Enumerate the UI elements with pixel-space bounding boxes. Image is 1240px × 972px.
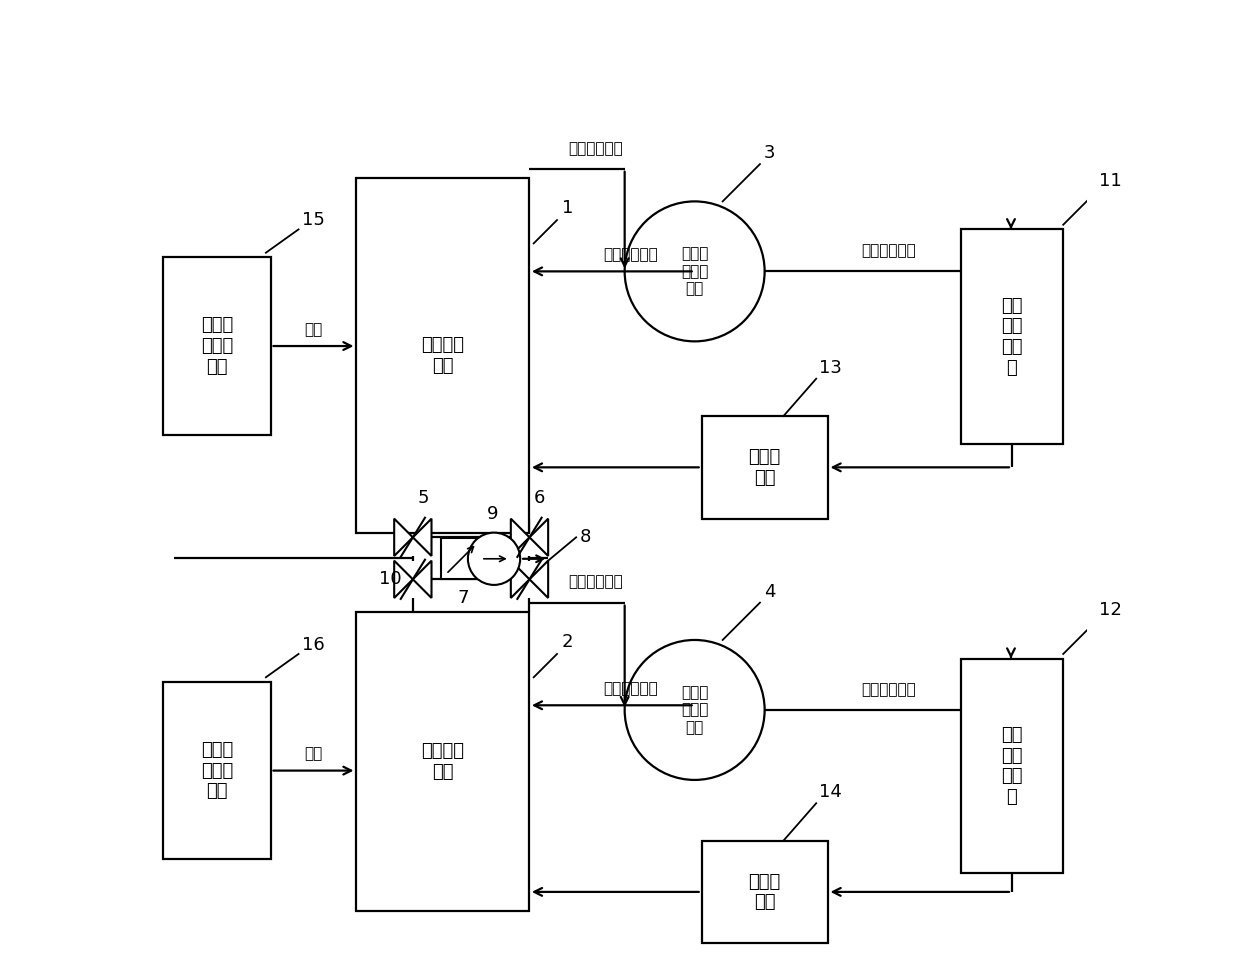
Text: 第二冷
却器: 第二冷 却器	[749, 873, 781, 912]
Text: 14: 14	[818, 783, 842, 801]
Text: 10: 10	[379, 571, 402, 588]
Polygon shape	[413, 519, 432, 556]
Bar	[702, 416, 827, 519]
Text: 第二回油管路: 第二回油管路	[861, 682, 915, 697]
Circle shape	[625, 640, 765, 780]
Bar	[164, 258, 270, 434]
Bar	[356, 178, 529, 533]
Text: 第一
流量
调节
器: 第一 流量 调节 器	[1001, 296, 1023, 377]
Text: 第一进油管路: 第一进油管路	[568, 141, 622, 156]
Polygon shape	[511, 561, 529, 598]
Text: 13: 13	[818, 359, 842, 377]
Text: 第一冷
却器: 第一冷 却器	[749, 448, 781, 487]
Text: 11: 11	[1099, 172, 1121, 191]
Text: 4: 4	[764, 583, 775, 601]
Text: 第一溢流管路: 第一溢流管路	[603, 247, 658, 262]
Text: 第二氮
气加压
装置: 第二氮 气加压 装置	[201, 741, 233, 800]
Text: 6: 6	[534, 490, 546, 507]
Text: 8: 8	[580, 529, 591, 546]
Text: 第二工作
油罐: 第二工作 油罐	[422, 742, 464, 781]
Text: 第一回油管路: 第一回油管路	[861, 243, 915, 259]
Polygon shape	[413, 561, 432, 598]
Circle shape	[467, 533, 520, 585]
Text: 15: 15	[303, 211, 325, 229]
Bar	[441, 538, 482, 579]
Text: 9: 9	[486, 505, 498, 523]
Bar	[961, 229, 1063, 444]
Text: 7: 7	[458, 589, 469, 607]
Text: 加压: 加压	[304, 322, 322, 336]
Text: 12: 12	[1099, 602, 1121, 619]
Polygon shape	[511, 519, 529, 556]
Bar	[702, 841, 827, 943]
Text: 加压: 加压	[304, 746, 322, 761]
Text: 第二溢流管路: 第二溢流管路	[603, 681, 658, 696]
Text: 第二
流量
调节
器: 第二 流量 调节 器	[1001, 726, 1023, 806]
Polygon shape	[529, 519, 548, 556]
Text: 第一氮
气加压
装置: 第一氮 气加压 装置	[201, 316, 233, 376]
Bar	[356, 612, 529, 911]
Polygon shape	[394, 561, 413, 598]
Bar	[164, 682, 270, 859]
Circle shape	[625, 201, 765, 341]
Text: 16: 16	[303, 636, 325, 654]
Text: 第二发
动机液
压泵: 第二发 动机液 压泵	[681, 685, 708, 735]
Text: 第二进油管路: 第二进油管路	[568, 574, 622, 590]
Text: 5: 5	[418, 490, 429, 507]
Text: 1: 1	[562, 199, 573, 218]
Polygon shape	[529, 561, 548, 598]
Text: 第一发
动机液
压泵: 第一发 动机液 压泵	[681, 247, 708, 296]
Text: 第一工作
油罐: 第一工作 油罐	[422, 336, 464, 375]
Bar	[961, 659, 1063, 873]
Text: 2: 2	[562, 633, 573, 651]
Text: 3: 3	[764, 144, 775, 162]
Polygon shape	[394, 519, 413, 556]
